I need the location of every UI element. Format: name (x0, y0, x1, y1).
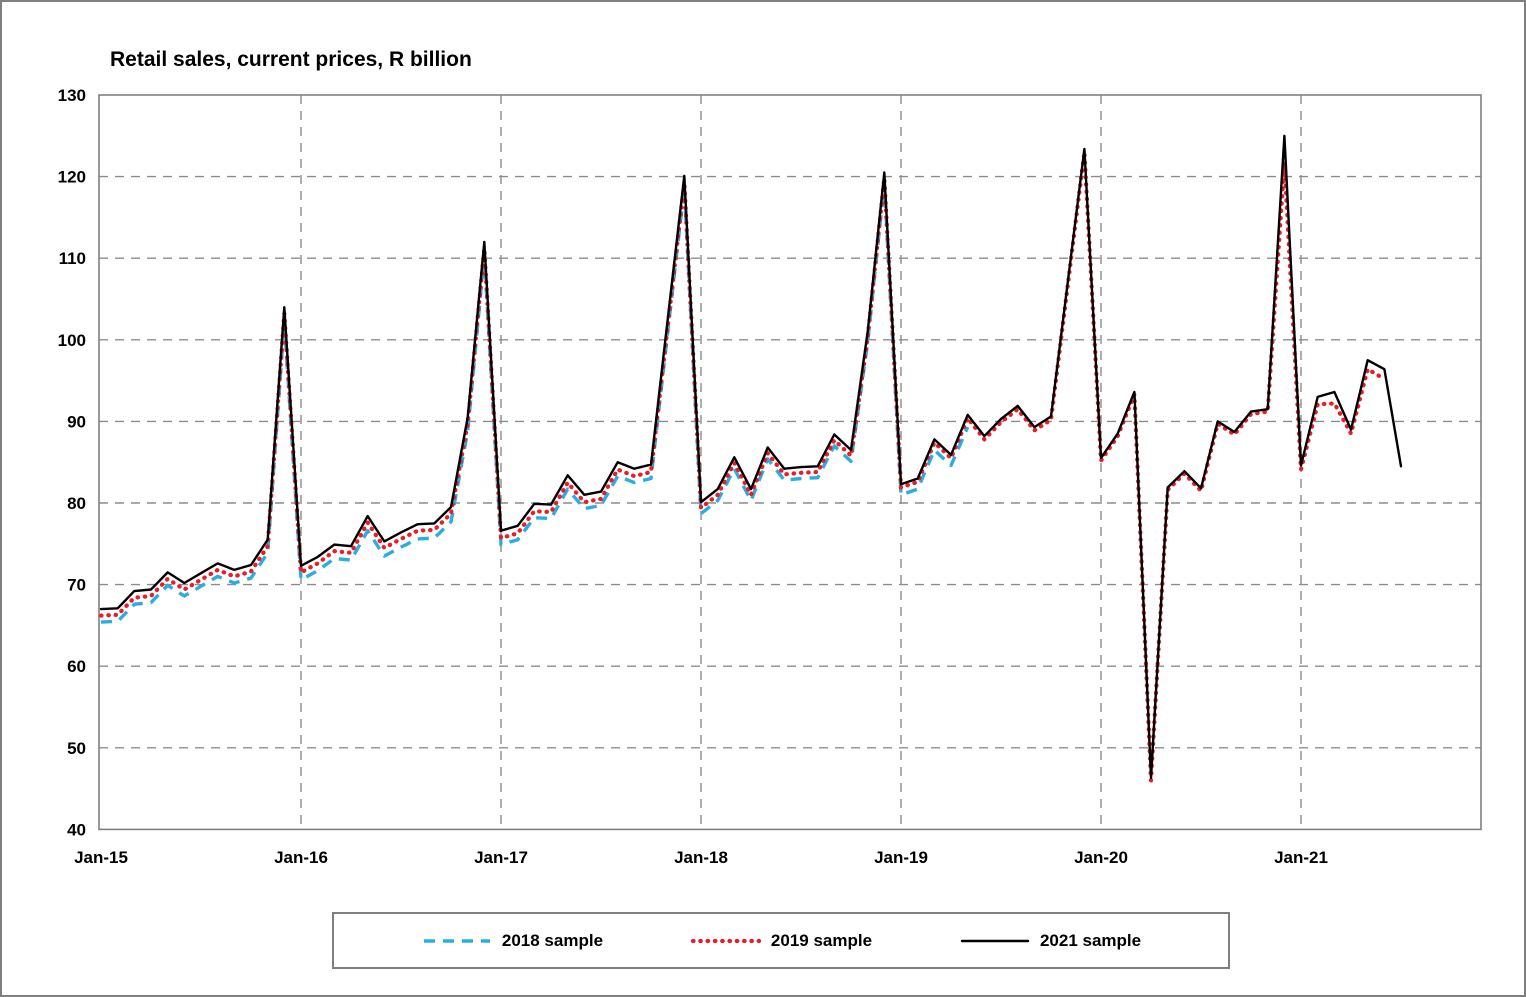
series-2018-sample-line (100, 181, 970, 624)
y-axis-tick-label: 120 (58, 168, 86, 187)
series-2019-sample-line (98, 150, 1387, 783)
legend-label-2019-sample: 2019 sample (770, 930, 873, 950)
series-2021-sample-line (99, 134, 1403, 780)
y-axis-tick-label: 100 (58, 331, 86, 350)
legend-swatch-2018-sample (423, 938, 490, 943)
chart-title: Retail sales, current prices, R billion (110, 48, 472, 71)
legend-item-2019-sample: 2019 sample (690, 931, 872, 951)
x-axis-tick-label: Jan-17 (474, 848, 528, 867)
x-axis-tick-label: Jan-16 (274, 848, 328, 867)
x-axis-tick-label: Jan-20 (1074, 848, 1128, 867)
x-axis-tick-label: Jan-15 (74, 848, 128, 867)
legend-item-2021-sample: 2021 sample (959, 931, 1141, 951)
legend-label-2021-sample: 2021 sample (1039, 930, 1142, 950)
y-axis-tick-label: 50 (67, 739, 86, 758)
x-axis-tick-label: Jan-21 (1274, 848, 1328, 867)
x-axis-tick-label: Jan-18 (674, 848, 728, 867)
legend: 2018 sample 2019 sample 2021 sample (332, 912, 1230, 969)
legend-label-2018-sample: 2018 sample (501, 930, 604, 950)
y-axis-tick-label: 90 (67, 412, 86, 431)
x-axis-tick-label: Jan-19 (874, 848, 928, 867)
y-axis-tick-label: 80 (67, 494, 86, 513)
y-axis-tick-label: 60 (67, 657, 86, 676)
legend-item-2018-sample: 2018 sample (421, 931, 603, 951)
y-axis-tick-label: 110 (59, 249, 86, 268)
legend-swatch-2021-sample (960, 939, 1030, 942)
y-axis-tick-label: 40 (67, 820, 86, 839)
legend-swatch-2019-sample (690, 938, 762, 943)
plot-border (98, 94, 1482, 831)
y-axis-tick-label: 70 (67, 576, 86, 595)
y-axis-tick-label: 130 (58, 86, 86, 105)
